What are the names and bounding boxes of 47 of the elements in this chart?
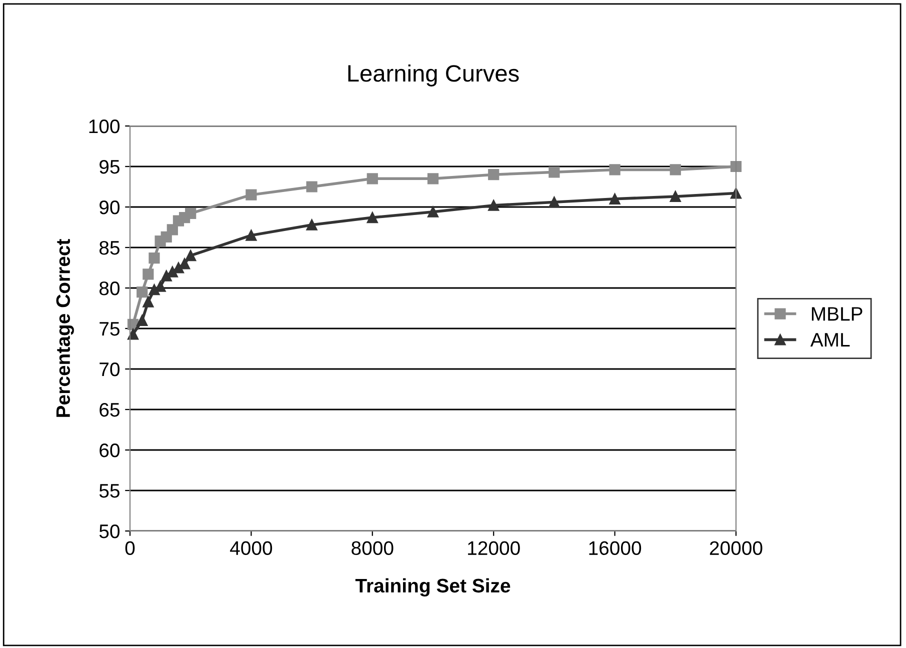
point — [670, 190, 681, 202]
y-tick-label: 70 — [100, 362, 120, 376]
point — [548, 166, 560, 178]
x-tick-label: 12000 — [468, 541, 520, 556]
y-tick-label: 80 — [99, 281, 120, 296]
y-tick-label: 85 — [99, 240, 120, 255]
x-axis-title: Training Set Size — [355, 578, 510, 597]
point — [427, 206, 439, 218]
point — [148, 252, 160, 264]
point — [142, 296, 154, 308]
y-tick-label: 75 — [100, 322, 120, 336]
x-tick-label: 16000 — [589, 541, 642, 556]
point — [185, 250, 196, 262]
point — [185, 208, 196, 220]
y-axis-title: Percentage Correct — [56, 239, 74, 417]
point — [609, 193, 620, 204]
x-tick-label: 0 — [125, 541, 135, 556]
x-tick-label: 8000 — [352, 541, 394, 556]
legend-label: MBLP — [812, 307, 862, 321]
point — [670, 164, 681, 176]
y-tick-label: 60 — [100, 443, 120, 458]
point — [306, 181, 318, 192]
point — [246, 189, 257, 200]
point — [730, 160, 742, 172]
x-tick-label: 20000 — [710, 541, 762, 556]
point — [366, 212, 378, 224]
point — [246, 230, 257, 241]
point — [427, 173, 439, 184]
point — [488, 169, 500, 180]
point — [548, 196, 560, 208]
x-tick-label: 4000 — [230, 541, 272, 556]
y-tick-label: 100 — [89, 119, 120, 134]
point — [488, 200, 500, 211]
point — [127, 328, 139, 340]
y-tick-label: 50 — [99, 524, 120, 538]
point — [142, 268, 154, 280]
y-tick-label: 55 — [99, 484, 120, 498]
point — [136, 286, 148, 298]
point — [366, 173, 378, 184]
y-tick-label: 65 — [100, 402, 120, 417]
chart-title: Learning Curves — [348, 64, 519, 86]
legend-label: AML — [810, 333, 850, 346]
point — [136, 314, 148, 326]
point — [306, 219, 318, 230]
y-tick-label: 90 — [100, 200, 120, 214]
point — [609, 164, 620, 176]
y-tick-label: 95 — [100, 160, 120, 174]
